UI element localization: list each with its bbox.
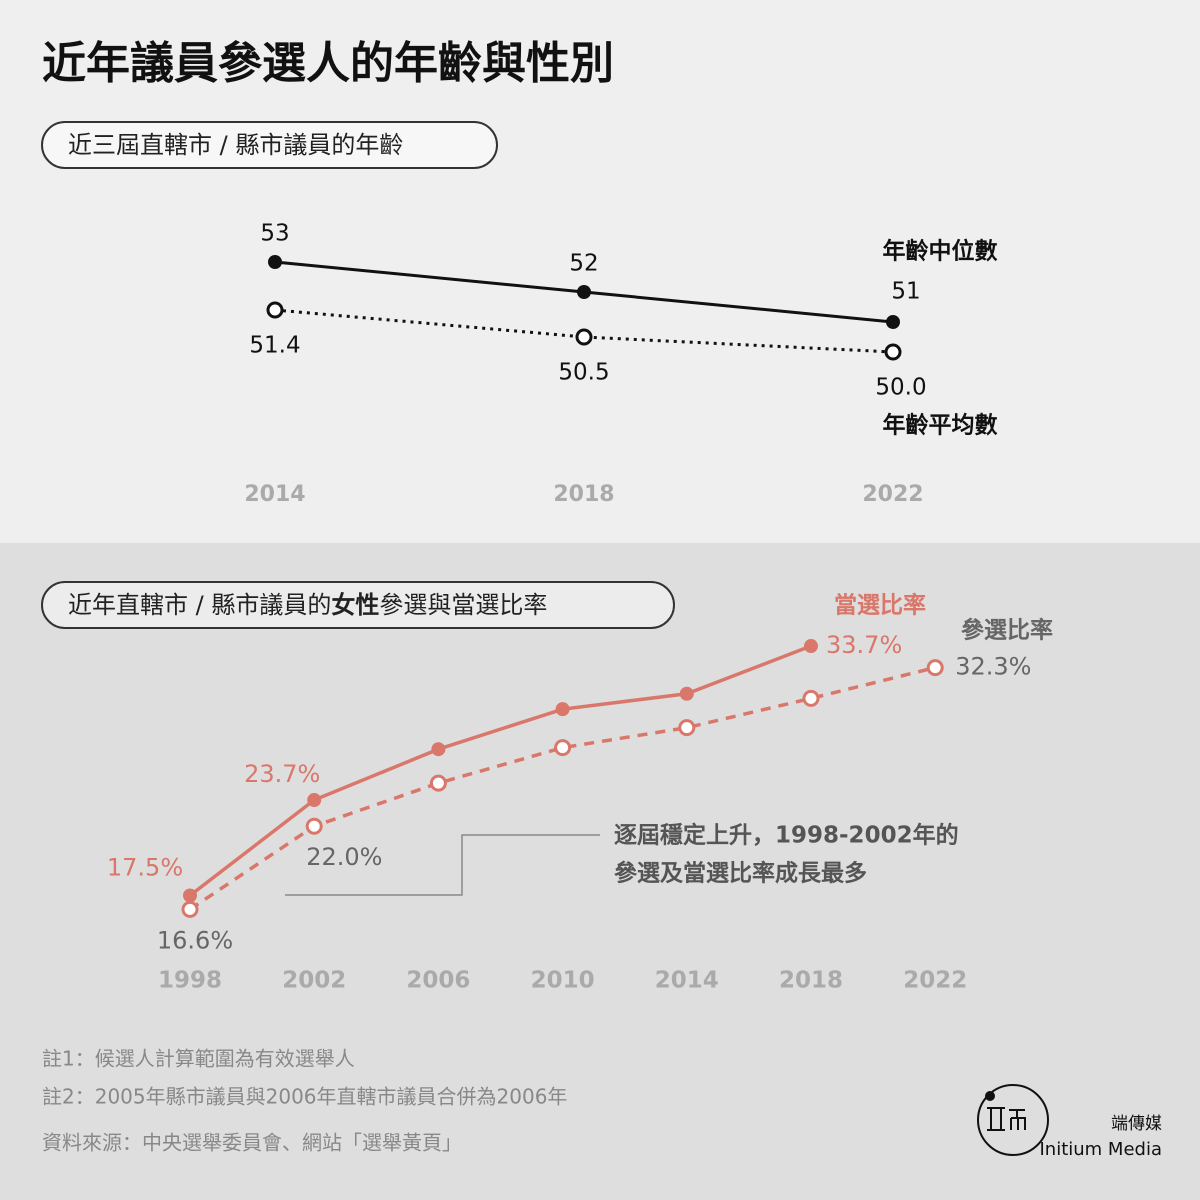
value-label: 33.7% (826, 631, 902, 659)
data-point (886, 315, 900, 329)
chart-title: 近三屆直轄市 / 縣市議員的年齡 (68, 131, 403, 159)
data-point (268, 255, 282, 269)
title-part: 近年直轄市 / 縣市議員的 (68, 591, 331, 619)
bottom-panel (0, 543, 1200, 1200)
x-tick-label: 2022 (862, 482, 923, 507)
x-tick-label: 2018 (779, 968, 843, 994)
data-point (575, 328, 593, 346)
x-tick-label: 2010 (531, 968, 595, 994)
data-point (926, 659, 944, 677)
x-tick-label: 2014 (244, 482, 305, 507)
value-label: 53 (260, 221, 289, 247)
x-tick-label: 2006 (406, 968, 470, 994)
data-point (554, 739, 572, 757)
data-point (555, 702, 570, 717)
value-label: 51.4 (249, 333, 300, 359)
subtitle-pill (41, 581, 675, 629)
data-point (429, 774, 447, 792)
top-panel (0, 0, 1200, 543)
x-tick-label: 2022 (903, 968, 967, 994)
value-label: 23.7% (244, 760, 320, 788)
series-name: 年齡平均數 (883, 412, 998, 439)
data-point (679, 686, 694, 701)
logo-dot (985, 1091, 995, 1101)
value-label: 22.0% (306, 843, 382, 871)
note: 註2：2005年縣市議員與2006年直轄市議員合併為2006年 (42, 1085, 567, 1109)
title-part: 女性 (331, 591, 379, 619)
value-label: 50.0 (875, 375, 926, 401)
logo-glyph (987, 1107, 1026, 1131)
series-name: 參選比率 (961, 617, 1053, 644)
logo-ring (977, 1084, 1049, 1156)
value-label: 50.5 (558, 360, 609, 386)
subtitle-pill (41, 121, 498, 169)
data-point (804, 639, 818, 654)
data-point (305, 817, 323, 835)
annotation-connector (285, 834, 600, 896)
annotation: 逐屆穩定上升，1998-2002年的 (614, 822, 959, 849)
data-point (678, 719, 696, 737)
page-title: 近年議員參選人的年齡與性別 (42, 38, 614, 89)
series-line (188, 644, 812, 897)
data-point (577, 285, 591, 299)
series-name: 年齡中位數 (883, 238, 998, 265)
data-point (431, 742, 446, 757)
x-tick-label: 2014 (655, 968, 719, 994)
value-label: 32.3% (955, 653, 1031, 681)
x-tick-label: 2002 (282, 968, 346, 994)
data-point (307, 793, 322, 808)
note: 註1：候選人計算範圍為有效選舉人 (42, 1047, 355, 1071)
x-tick-label: 2018 (553, 482, 614, 507)
value-label: 17.5% (107, 854, 183, 882)
value-label: 51 (891, 279, 920, 305)
chart-title: 近年直轄市 / 縣市議員的女性參選與當選比率 (68, 591, 547, 619)
value-label: 16.6% (157, 926, 233, 954)
data-point (884, 343, 902, 361)
data-point (183, 888, 197, 903)
data-point (802, 689, 820, 707)
brand-en: Initium Media (1039, 1139, 1162, 1160)
brand-zh: 端傳媒 (1111, 1114, 1162, 1134)
data-point (181, 900, 199, 918)
series-name: 當選比率 (834, 592, 926, 619)
value-label: 52 (569, 251, 598, 277)
source: 資料來源：中央選舉委員會、網站「選舉黃頁」 (42, 1131, 462, 1155)
title-part: 參選與當選比率 (379, 591, 547, 619)
x-tick-label: 1998 (158, 968, 222, 994)
annotation: 參選及當選比率成長最多 (614, 860, 867, 887)
data-point (266, 301, 284, 319)
logo (977, 1084, 1049, 1156)
